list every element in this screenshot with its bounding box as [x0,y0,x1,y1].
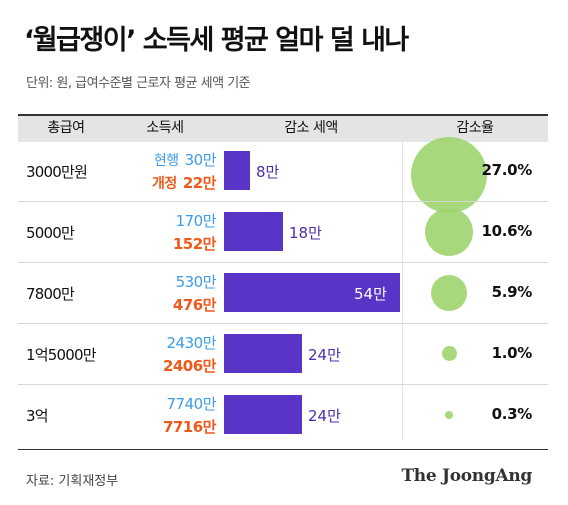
row-divider [18,262,548,263]
row-divider [18,323,548,324]
revised-tax: 2406만 [162,355,217,376]
current-tax-value: 2430만 [166,334,217,352]
revised-tax: 152만 [172,233,217,254]
revised-tax: 개정 22만 [152,172,216,193]
salary-cell: 1억5000만 [26,345,97,364]
salary-cell: 5000만 [26,223,75,242]
current-tax-value: 30만 [184,151,217,169]
revised-tax-value: 476만 [172,296,217,314]
salary-cell: 3000만원 [26,162,88,181]
source-note: 자료: 기획재정부 [26,474,119,489]
rate-bubble [425,207,473,256]
revised-tax-value: 7716만 [162,418,217,436]
reduction-bar [224,212,283,251]
current-tax-value: 7740만 [166,395,217,413]
current-tax-value: 170만 [175,212,217,230]
salary-cell: 7800만 [26,284,75,303]
column-divider [402,140,403,440]
row-divider [18,384,548,385]
current-tax: 현행 30만 [153,149,217,170]
reduction-label: 54만 [354,284,387,303]
reduction-bar [224,151,250,190]
header-rate: 감소율 [456,120,494,136]
salary-cell: 3억 [26,406,49,425]
table-header [18,114,548,142]
rate-label: 1.0% [491,343,533,362]
header-income-tax: 소득세 [146,120,184,136]
row-divider [18,201,548,202]
current-tax-value: 530만 [175,273,217,291]
rate-bubble [431,274,467,311]
rate-bubble [441,346,457,361]
reduction-bar [224,395,302,434]
rate-label: 10.6% [481,221,532,240]
reduction-bar [224,334,302,373]
reduction-label: 18만 [289,223,322,242]
revised-tax-value: 152만 [172,235,217,253]
revised-tax-value: 22만 [182,174,217,192]
revised-tax: 7716만 [162,416,217,437]
brand-logo: The JoongAng [401,466,532,486]
rate-bubble [445,410,453,419]
table-bottom-rule [18,449,548,450]
rate-bubble [411,136,487,213]
rate-label: 5.9% [491,282,533,301]
current-tax: 170만 [175,210,217,231]
revised-tax-value: 2406만 [162,357,217,375]
current-tag: 현행 [153,153,179,169]
reduction-label: 8만 [256,162,280,181]
reduction-bar [224,273,400,312]
revised-tax: 476만 [172,294,217,315]
reduction-label: 24만 [308,406,341,425]
rate-label: 0.3% [491,404,533,423]
header-reduction: 감소 세액 [284,120,338,136]
current-tax: 2430만 [166,332,217,353]
revised-tag: 개정 [152,176,177,192]
header-salary: 총급여 [47,120,85,136]
reduction-label: 24만 [308,345,341,364]
current-tax: 530만 [175,271,217,292]
rate-label: 27.0% [481,160,532,179]
chart-title: ‘월급쟁이’ 소득세 평균 얼마 덜 내나 [24,25,409,56]
chart-subtitle: 단위: 원, 급여수준별 근로자 평균 세액 기준 [26,76,251,91]
current-tax: 7740만 [166,393,217,414]
